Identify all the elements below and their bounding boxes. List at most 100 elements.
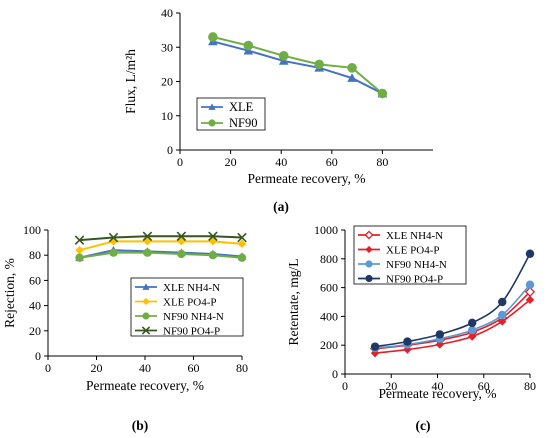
legend-label: NF90 NH4-N (386, 259, 447, 271)
y-tick-label: 100 (23, 223, 41, 237)
data-point (403, 337, 412, 346)
legend-label: NF90 PO4-P (163, 326, 220, 338)
y-axis-label: Rejection, % (2, 258, 17, 328)
data-point (435, 330, 445, 339)
legend-label: XLE NH4-N (163, 282, 220, 294)
y-tick-label: 0 (35, 349, 41, 363)
y-tick-label: 80 (29, 248, 41, 262)
legend-box (196, 97, 266, 131)
y-tick-label: 0 (332, 367, 338, 381)
panel-label: (a) (273, 199, 289, 214)
series-line (79, 249, 243, 259)
data-point (467, 332, 477, 341)
x-tick-label: 80 (376, 155, 388, 169)
x-tick-label: 60 (188, 361, 200, 375)
data-point (435, 340, 445, 349)
data-point (498, 310, 507, 320)
x-tick-label: 0 (177, 155, 183, 169)
legend-swatch-marker (365, 260, 373, 268)
series-line (79, 235, 243, 242)
x-axis-label: Permeate recovery, % (379, 386, 497, 401)
panel-label: (c) (416, 418, 431, 433)
series-xle (208, 36, 388, 98)
series-line (79, 240, 243, 252)
chart-panel-b: 0 20 40 60 80 0 20 40 60 80 100 Permeate recovery, … (2, 223, 248, 433)
x-tick-label: 40 (432, 379, 444, 393)
legend-label: XLE (229, 100, 254, 114)
legend: XLE NF90 (196, 97, 266, 131)
data-point (208, 231, 218, 242)
series-nf90-nh4-n (75, 248, 247, 262)
legend-swatch-marker (142, 297, 150, 306)
legend-swatch-marker (365, 245, 373, 254)
x-tick-label: 20 (225, 155, 237, 169)
data-point (142, 231, 153, 242)
y-tick-label: 40 (161, 6, 173, 20)
x-tick-label: 0 (342, 379, 348, 393)
legend-label: NF90 PO4-P (386, 274, 443, 286)
x-axis-label: Permeate recovery, % (248, 171, 366, 186)
x-tick-label: 40 (275, 155, 287, 169)
series-line (374, 291, 531, 350)
data-point (467, 325, 477, 335)
data-point (525, 249, 535, 258)
data-point (314, 59, 324, 70)
y-tick-label: 0 (167, 143, 173, 157)
y-tick-label: 30 (161, 40, 173, 54)
data-point (377, 88, 388, 99)
series-nf90-po4-p (74, 231, 247, 245)
y-tick-label: 600 (320, 281, 338, 295)
y-tick-label: 1000 (314, 223, 338, 237)
y-tick-label: 400 (320, 309, 338, 323)
x-axis-label: Permeate recovery, % (86, 378, 204, 393)
data-point (75, 253, 84, 262)
series-nf90 (208, 32, 388, 99)
y-tick-label: 10 (161, 109, 173, 123)
legend-label: NF90 NH4-N (163, 311, 224, 323)
legend: XLE NH4-N XLE PO4-P NF90 NH4-N NF90 PO4-P (353, 225, 467, 286)
data-point (208, 251, 218, 260)
data-point (176, 231, 187, 242)
data-point (525, 295, 535, 305)
data-point (109, 248, 118, 257)
legend-swatch-marker (142, 312, 150, 320)
legend-swatch-marker (208, 119, 216, 127)
y-tick-label: 200 (320, 338, 338, 352)
data-point (243, 40, 254, 51)
data-point (525, 280, 535, 289)
legend-swatch-marker (364, 230, 374, 240)
data-point (498, 297, 507, 307)
x-tick-label: 40 (139, 361, 151, 375)
y-tick-label: 20 (161, 75, 173, 89)
data-point (74, 235, 85, 245)
chart-panel-a: 0 20 40 60 80 0 10 20 30 40 Permeate recovery, % Fl… (123, 6, 433, 214)
series-xle-po4-p (370, 295, 535, 358)
legend-swatch-marker (142, 283, 150, 290)
legend-label: XLE NH4-N (386, 230, 443, 242)
series-line (374, 284, 531, 349)
series-line (212, 40, 383, 95)
data-point (347, 73, 357, 82)
series-nf90-po4-p (370, 249, 535, 351)
legend: XLE NH4-N XLE PO4-P NF90 NH4-N NF90 PO4-P (130, 277, 244, 338)
data-point (237, 232, 247, 243)
panel-label: (b) (132, 418, 149, 433)
data-point (237, 253, 247, 262)
y-tick-label: 60 (29, 273, 41, 287)
legend-swatch-marker (208, 103, 216, 110)
y-tick-label: 800 (320, 252, 338, 266)
data-point (75, 245, 84, 255)
x-tick-label: 80 (236, 361, 248, 375)
data-point (208, 32, 218, 42)
x-tick-label: 60 (326, 155, 338, 169)
legend-label: XLE PO4-P (386, 245, 439, 257)
x-tick-label: 0 (45, 361, 51, 375)
data-point (498, 317, 507, 326)
data-point (237, 239, 247, 249)
legend-label: NF90 (229, 116, 257, 130)
data-point (467, 318, 477, 328)
series-line (79, 251, 243, 259)
data-point (370, 342, 380, 351)
